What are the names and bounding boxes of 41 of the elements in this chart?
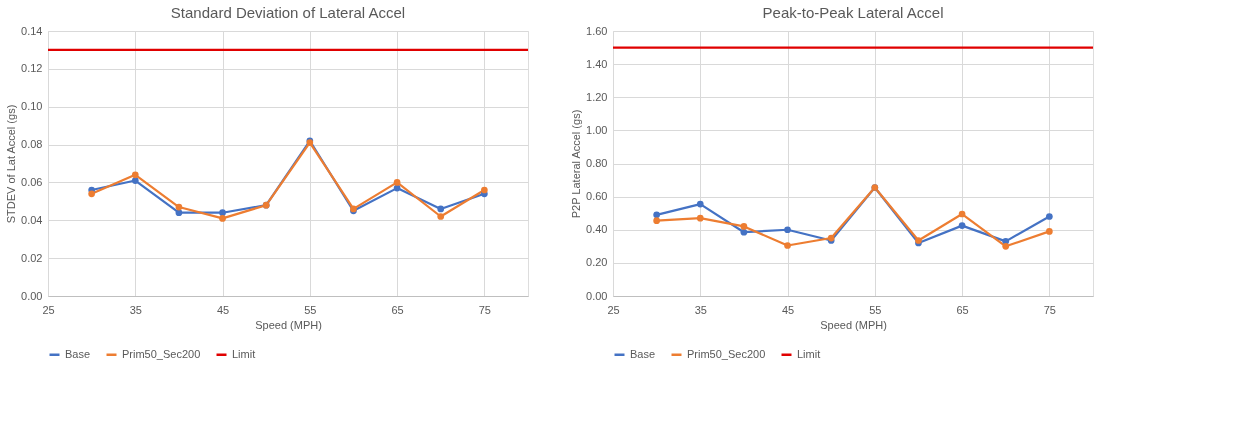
y-axis-title: STDEV of Lat Accel (gs): [5, 104, 18, 224]
x-tick-label: 25: [607, 303, 620, 316]
y-tick-label: 0.40: [586, 223, 608, 236]
y-tick-label: 0.20: [586, 256, 608, 269]
y-tick-label: 0.12: [21, 62, 43, 75]
chart-title: Standard Deviation of Lateral Accel: [170, 4, 406, 21]
x-tick-label: 35: [129, 303, 142, 316]
x-tick-label: 55: [304, 303, 317, 316]
legend-label: Limit: [232, 347, 256, 360]
y-axis-title: P2P Lateral Accel (gs): [570, 109, 583, 219]
legend-label: Limit: [797, 347, 821, 360]
x-tick-label: 65: [391, 303, 404, 316]
x-tick-label: 45: [781, 303, 795, 316]
legend-label: Prim50_Sec200: [122, 347, 201, 360]
y-tick-label: 0.80: [586, 157, 608, 169]
y-tick-label: 0.04: [21, 213, 43, 226]
y-tick-label: 0.60: [586, 190, 608, 203]
y-tick-label: 0.02: [21, 251, 43, 264]
x-axis-title: Speed (MPH): [820, 318, 887, 331]
legend-label: Prim50_Sec200: [687, 347, 766, 360]
y-tick-label: 0.08: [21, 138, 43, 151]
chart-title: Peak-to-Peak Lateral Accel: [762, 4, 944, 21]
y-tick-label: 0.10: [21, 100, 43, 113]
x-tick-label: 75: [478, 303, 491, 316]
x-tick-label: 25: [42, 303, 55, 316]
y-tick-label: 1.40: [586, 57, 608, 70]
y-tick-label: 0.00: [586, 289, 608, 302]
y-tick-label: 0.00: [21, 289, 43, 302]
y-tick-label: 1.60: [586, 24, 608, 37]
x-axis-title: Speed (MPH): [255, 318, 322, 331]
x-tick-label: 65: [956, 303, 969, 316]
x-tick-label: 55: [869, 303, 882, 316]
legend-label: Base: [65, 347, 91, 360]
x-tick-label: 75: [1043, 303, 1056, 316]
y-tick-label: 1.20: [586, 90, 608, 103]
y-tick-label: 1.00: [586, 123, 608, 136]
legend-label: Base: [630, 347, 656, 360]
y-tick-label: 0.06: [21, 175, 43, 188]
y-tick-label: 0.14: [21, 24, 43, 37]
x-tick-label: 35: [694, 303, 707, 316]
x-tick-label: 45: [216, 303, 230, 316]
